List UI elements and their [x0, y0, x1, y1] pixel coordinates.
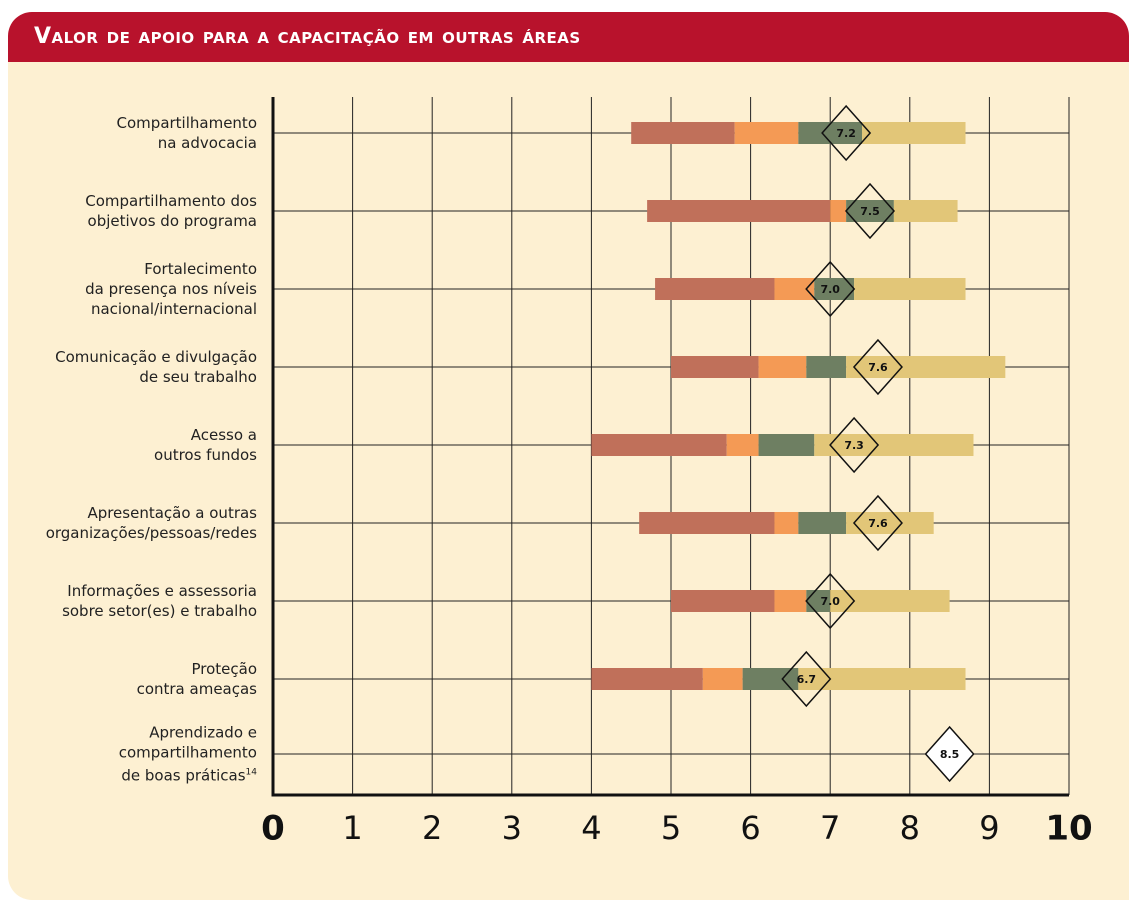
bar-segment [758, 434, 815, 456]
x-tick-label: 10 [1045, 809, 1092, 849]
mean-label: 7.6 [868, 361, 888, 374]
x-tick-label: 6 [740, 809, 760, 847]
footnote-mark: 14 [245, 767, 257, 778]
mean-marker [852, 338, 903, 396]
category-text: Apresentação a outras organizações/pesso… [45, 504, 257, 542]
bar-segment [798, 512, 847, 534]
category-label: Apresentação a outras organizações/pesso… [46, 503, 257, 543]
mean-marker [805, 260, 856, 318]
category-label: Compartilhamento dos objetivos do progra… [85, 191, 257, 231]
bar-segment [798, 668, 966, 690]
x-tick-label: 8 [900, 809, 920, 847]
bar-segment [798, 122, 863, 144]
title-bar [8, 12, 1129, 62]
bar-segment [591, 668, 703, 690]
bar-segment [806, 356, 847, 378]
mean-label: 7.2 [836, 127, 856, 140]
bar-segment [814, 434, 974, 456]
category-label: Compartilhamento na advocacia [117, 113, 257, 153]
bar-segment [846, 356, 1006, 378]
bar-segment [814, 278, 855, 300]
bar-segment [639, 512, 775, 534]
bar-segment [631, 122, 735, 144]
mean-label: 7.5 [860, 205, 880, 218]
x-tick-label: 7 [820, 809, 840, 847]
category-text: Informações e assessoria sobre setor(es)… [62, 582, 257, 620]
mean-marker [924, 725, 975, 783]
bar-segment [830, 590, 950, 612]
bar-segment [734, 122, 799, 144]
category-label: Fortalecimento da presença nos níveis na… [85, 259, 257, 319]
x-tick-label: 3 [502, 809, 522, 847]
category-text: Acesso a outros fundos [154, 426, 257, 464]
bar-segment [854, 278, 966, 300]
bar-segment [862, 122, 966, 144]
mean-label: 7.0 [820, 283, 840, 296]
mean-marker [844, 182, 896, 240]
chart-title: Valor de apoio para a capacitação em out… [34, 24, 581, 49]
bar-segment [774, 278, 815, 300]
bar-segment [671, 590, 775, 612]
bar-segment [742, 668, 799, 690]
mean-marker [805, 572, 856, 630]
mean-marker [781, 650, 832, 708]
mean-label: 8.5 [940, 748, 960, 761]
x-tick-label: 5 [661, 809, 681, 847]
category-label: Acesso a outros fundos [154, 425, 257, 465]
bar-segment [846, 200, 894, 222]
category-text: Comunicação e divulgação de seu trabalho [55, 348, 257, 386]
category-text: Aprendizado e compartilhamento de boas p… [118, 723, 257, 785]
x-tick-label: 9 [979, 809, 999, 847]
bar-segment [774, 590, 807, 612]
mean-marker [829, 416, 880, 474]
x-tick-label: 1 [342, 809, 362, 847]
bar-segment [806, 590, 831, 612]
x-tick-label: 4 [581, 809, 601, 847]
category-label: Comunicação e divulgação de seu trabalho [55, 347, 257, 387]
bar-segment [758, 356, 807, 378]
bar-segment [774, 512, 799, 534]
bar-segment [830, 200, 847, 222]
mean-label: 7.0 [820, 595, 840, 608]
mean-label: 6.7 [797, 673, 817, 686]
category-text: Compartilhamento dos objetivos do progra… [85, 192, 257, 230]
mean-label: 7.3 [844, 439, 864, 452]
bar-segment [702, 668, 743, 690]
category-label: Informações e assessoria sobre setor(es)… [62, 581, 257, 621]
category-text: Proteção contra ameaças [136, 660, 257, 698]
bar-segment [647, 200, 831, 222]
category-label: Aprendizado e compartilhamento de boas p… [119, 723, 257, 786]
bar-segment [591, 434, 727, 456]
x-tick-label: 2 [422, 809, 442, 847]
mean-marker [821, 104, 872, 162]
category-label: Proteção contra ameaças [137, 659, 257, 699]
category-text: Compartilhamento na advocacia [116, 114, 257, 152]
x-tick-label: 0 [261, 809, 285, 849]
bar-segment [726, 434, 759, 456]
mean-marker [852, 494, 903, 552]
bar-segment [655, 278, 775, 300]
bar-segment [671, 356, 759, 378]
bar-segment [846, 512, 934, 534]
mean-label: 7.6 [868, 517, 888, 530]
category-text: Fortalecimento da presença nos níveis na… [85, 260, 257, 318]
bar-segment [893, 200, 958, 222]
